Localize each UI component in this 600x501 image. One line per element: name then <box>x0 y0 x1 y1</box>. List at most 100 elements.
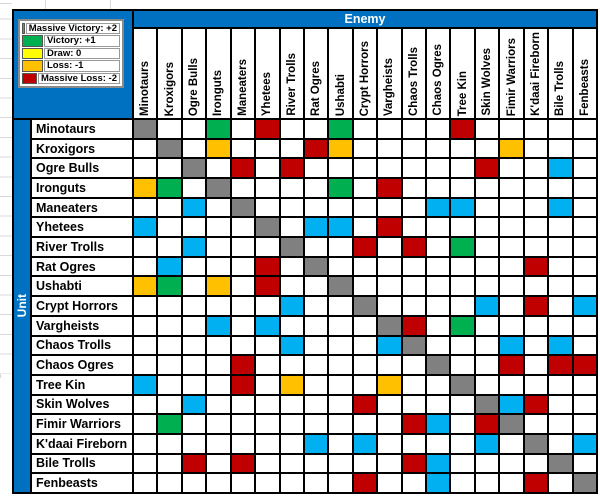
matrix-cell[interactable] <box>256 159 279 178</box>
matrix-cell[interactable] <box>549 120 572 138</box>
matrix-cell[interactable] <box>304 120 328 138</box>
matrix-cell[interactable] <box>329 316 352 335</box>
matrix-cell[interactable] <box>256 375 279 394</box>
matrix-cell[interactable] <box>182 238 206 256</box>
matrix-cell[interactable] <box>304 474 328 492</box>
matrix-cell[interactable] <box>475 454 499 473</box>
matrix-cell[interactable] <box>158 198 181 217</box>
matrix-cell[interactable] <box>475 277 499 296</box>
matrix-cell[interactable] <box>427 434 450 453</box>
matrix-cell[interactable] <box>134 257 157 276</box>
matrix-cell[interactable] <box>158 316 181 335</box>
matrix-cell[interactable] <box>353 257 377 276</box>
matrix-cell[interactable] <box>231 257 255 276</box>
matrix-cell[interactable] <box>573 238 596 256</box>
matrix-cell[interactable] <box>451 474 474 492</box>
matrix-cell[interactable] <box>402 474 426 492</box>
matrix-cell[interactable] <box>304 375 328 394</box>
matrix-cell[interactable] <box>500 238 523 256</box>
matrix-cell[interactable] <box>280 179 303 197</box>
matrix-cell[interactable] <box>573 257 596 276</box>
row-label-crypt-horrors[interactable]: Crypt Horrors <box>32 297 132 315</box>
matrix-cell[interactable] <box>158 434 181 453</box>
matrix-cell[interactable] <box>378 297 401 315</box>
matrix-cell[interactable] <box>353 336 377 355</box>
matrix-cell[interactable] <box>158 415 181 433</box>
matrix-cell[interactable] <box>134 277 157 296</box>
column-header-vargheists[interactable]: Vargheists <box>378 29 401 118</box>
matrix-cell[interactable] <box>475 198 499 217</box>
matrix-cell[interactable] <box>451 434 474 453</box>
matrix-cell[interactable] <box>182 336 206 355</box>
matrix-cell[interactable] <box>182 316 206 335</box>
matrix-cell[interactable] <box>304 316 328 335</box>
matrix-cell[interactable] <box>329 139 352 158</box>
matrix-cell[interactable] <box>451 139 474 158</box>
column-header-ushabti[interactable]: Ushabti <box>329 29 352 118</box>
matrix-cell[interactable] <box>451 238 474 256</box>
matrix-cell[interactable] <box>182 297 206 315</box>
matrix-cell[interactable] <box>256 474 279 492</box>
matrix-cell[interactable] <box>524 375 548 394</box>
matrix-cell[interactable] <box>475 179 499 197</box>
matrix-cell[interactable] <box>500 218 523 237</box>
matrix-cell[interactable] <box>134 139 157 158</box>
column-header-kroxigors[interactable]: Kroxigors <box>158 29 181 118</box>
matrix-cell[interactable] <box>231 238 255 256</box>
matrix-cell[interactable] <box>500 159 523 178</box>
matrix-cell[interactable] <box>573 356 596 374</box>
matrix-cell[interactable] <box>573 316 596 335</box>
matrix-cell[interactable] <box>500 395 523 414</box>
matrix-cell[interactable] <box>207 139 230 158</box>
matrix-cell[interactable] <box>231 277 255 296</box>
matrix-cell[interactable] <box>329 375 352 394</box>
row-label-yhetees[interactable]: Yhetees <box>32 218 132 237</box>
matrix-cell[interactable] <box>573 139 596 158</box>
matrix-cell[interactable] <box>524 179 548 197</box>
matrix-cell[interactable] <box>378 179 401 197</box>
matrix-cell[interactable] <box>280 356 303 374</box>
matrix-cell[interactable] <box>134 218 157 237</box>
column-header-river-trolls[interactable]: River Trolls <box>280 29 303 118</box>
matrix-cell[interactable] <box>524 277 548 296</box>
matrix-cell[interactable] <box>329 120 352 138</box>
matrix-cell[interactable] <box>427 179 450 197</box>
row-label-fimir-warriors[interactable]: Fimir Warriors <box>32 415 132 433</box>
matrix-cell[interactable] <box>280 415 303 433</box>
matrix-cell[interactable] <box>329 218 352 237</box>
matrix-cell[interactable] <box>451 316 474 335</box>
matrix-cell[interactable] <box>353 238 377 256</box>
matrix-cell[interactable] <box>427 454 450 473</box>
column-header-maneaters[interactable]: Maneaters <box>231 29 255 118</box>
matrix-cell[interactable] <box>280 474 303 492</box>
matrix-cell[interactable] <box>158 139 181 158</box>
matrix-cell[interactable] <box>402 257 426 276</box>
row-label-river-trolls[interactable]: River Trolls <box>32 238 132 256</box>
matrix-cell[interactable] <box>353 454 377 473</box>
matrix-cell[interactable] <box>378 474 401 492</box>
column-header-fenbeasts[interactable]: Fenbeasts <box>573 29 596 118</box>
matrix-cell[interactable] <box>353 198 377 217</box>
matrix-cell[interactable] <box>256 179 279 197</box>
matrix-cell[interactable] <box>353 139 377 158</box>
column-header-ogre-bulls[interactable]: Ogre Bulls <box>182 29 206 118</box>
matrix-cell[interactable] <box>573 375 596 394</box>
matrix-cell[interactable] <box>549 238 572 256</box>
matrix-cell[interactable] <box>280 297 303 315</box>
matrix-cell[interactable] <box>304 297 328 315</box>
matrix-cell[interactable] <box>378 218 401 237</box>
matrix-cell[interactable] <box>524 474 548 492</box>
matrix-cell[interactable] <box>524 297 548 315</box>
matrix-cell[interactable] <box>427 474 450 492</box>
matrix-cell[interactable] <box>158 474 181 492</box>
column-header-crypt-horrors[interactable]: Crypt Horrors <box>353 29 377 118</box>
matrix-cell[interactable] <box>402 198 426 217</box>
matrix-cell[interactable] <box>256 356 279 374</box>
matrix-cell[interactable] <box>182 474 206 492</box>
matrix-cell[interactable] <box>231 198 255 217</box>
matrix-cell[interactable] <box>402 454 426 473</box>
matrix-cell[interactable] <box>182 434 206 453</box>
matrix-cell[interactable] <box>256 336 279 355</box>
matrix-cell[interactable] <box>207 395 230 414</box>
matrix-cell[interactable] <box>427 120 450 138</box>
